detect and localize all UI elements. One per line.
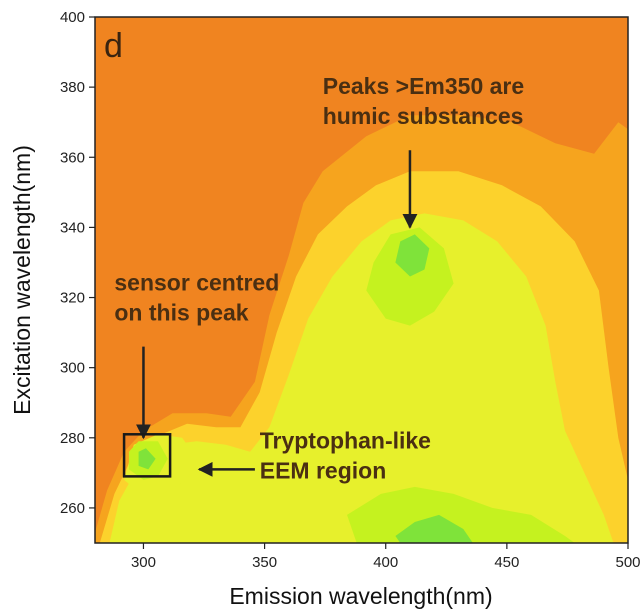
y-axis-ticks: 260 280 300 320 340 360 380 400	[60, 9, 95, 517]
contour-region-5	[366, 227, 454, 326]
annotation-text-2: on this peak	[114, 300, 248, 326]
annotation-text-2: sensor centred	[114, 270, 279, 296]
x-tick-label: 350	[252, 554, 277, 571]
contour-region-10	[138, 448, 156, 470]
panel-label: d	[104, 27, 123, 65]
contour-region-8	[395, 234, 430, 277]
annotation-text-1: Peaks >Em350 are	[323, 73, 524, 99]
y-tick-label: 280	[60, 430, 85, 447]
y-tick-label: 260	[60, 500, 85, 517]
y-tick-label: 380	[60, 79, 85, 96]
contour-region-7	[347, 486, 575, 543]
annotation-text-3: EEM region	[260, 457, 387, 483]
x-axis-ticks: 300 350 400 450 500	[131, 543, 640, 571]
annotations: Peaks >Em350 are humic substances sensor c…	[114, 73, 524, 483]
y-tick-label: 340	[60, 219, 85, 236]
contour-region-9	[395, 514, 473, 543]
y-tick-label: 300	[60, 360, 85, 377]
contour-region-3	[109, 213, 614, 543]
plot-area	[95, 17, 628, 543]
annotation-text-1: humic substances	[323, 103, 524, 129]
x-axis-title: Emission wavelength(nm)	[229, 583, 492, 609]
contour-regions	[95, 115, 628, 543]
x-tick-label: 400	[373, 554, 398, 571]
annotation-text-3: Tryptophan-like	[260, 427, 431, 453]
plot-frame	[94, 16, 629, 544]
x-tick-label: 450	[494, 554, 519, 571]
x-tick-label: 300	[131, 554, 156, 571]
y-axis-title: Excitation wavelength(nm)	[9, 145, 35, 415]
x-tick-label: 500	[615, 554, 640, 571]
y-tick-label: 360	[60, 149, 85, 166]
y-tick-label: 400	[60, 9, 85, 26]
y-tick-label: 320	[60, 290, 85, 307]
sensor-highlight-box	[122, 433, 172, 478]
